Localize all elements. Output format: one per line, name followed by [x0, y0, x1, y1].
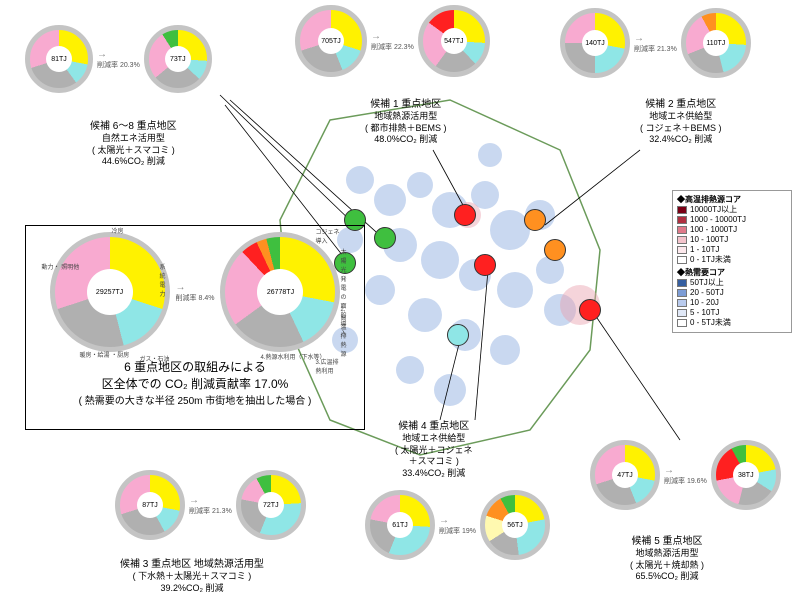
rate-label: 削減率 19% [439, 526, 476, 536]
rate-label: 削減率 19.6% [664, 476, 707, 486]
caption-g4: 候補 4 重点地区地域エネ供給型( 太陽光＋コジェネ＋スマコミ )33.4%CO… [395, 420, 473, 480]
legend-row: 0 - 5TJ未満 [677, 318, 787, 328]
legend-row: 10 - 20J [677, 298, 787, 308]
legend-row: 1 - 10TJ [677, 245, 787, 255]
overall-box: 29257TJ動力・ 照明他冷房系統電力暖房・給湯 ・厨房ガス・石油→削減率 8… [25, 225, 365, 430]
chart-pair-g68: 81TJ→削減率 20.3%73TJ [25, 25, 212, 93]
legend-row: 1000 - 10000TJ [677, 215, 787, 225]
marker [447, 324, 469, 346]
marker [454, 204, 476, 226]
caption-g1: 候補 1 重点地区地域熱源活用型( 都市排熱＋BEMS )48.0%CO₂ 削減 [365, 98, 447, 146]
chart-pair-g1: 705TJ→削減率 22.3%547TJ [295, 5, 490, 77]
marker [524, 209, 546, 231]
chart-pair-g5: 47TJ→削減率 19.6%38TJ [590, 440, 781, 510]
arrow-icon: → [664, 465, 707, 476]
marker [474, 254, 496, 276]
legend-row: 5 - 10TJ [677, 308, 787, 318]
arrow-icon: → [176, 282, 215, 293]
legend-row: 50TJ以上 [677, 278, 787, 288]
rate-label: 削減率 21.3% [189, 506, 232, 516]
legend-row: 0 - 1TJ未満 [677, 255, 787, 265]
marker [544, 239, 566, 261]
caption-g2: 候補 2 重点地区地域エネ供給型( コジェネ＋BEMS )32.4%CO₂ 削減 [640, 98, 722, 146]
caption-g68: 候補 6～8 重点地区自然エネ活用型( 太陽光＋スマコミ )44.6%CO₂ 削… [90, 120, 177, 168]
arrow-icon: → [97, 49, 140, 60]
legend: ◆高温排熱源コア 10000TJ以上1000 - 10000TJ100 - 10… [672, 190, 792, 333]
chart-pair-g3: 87TJ→削減率 21.3%72TJ [115, 470, 306, 540]
legend-row: 10 - 100TJ [677, 235, 787, 245]
arrow-icon: → [634, 33, 677, 44]
chart-pair-g4: 61TJ→削減率 19%56TJ [365, 490, 550, 560]
legend-row: 10000TJ以上 [677, 205, 787, 215]
rate-label: 削減率 8.4% [176, 293, 215, 303]
caption-g5: 候補 5 重点地区地域熱源活用型( 太陽光＋焼却熱 )65.5%CO₂ 削減 [630, 535, 704, 583]
chart-pair-g2: 140TJ→削減率 21.3%110TJ [560, 8, 751, 78]
caption-g3: 候補 3 重点地区 地域熱源活用型( 下水熱＋太陽光＋スマコミ )39.2%CO… [120, 558, 264, 594]
arrow-icon: → [439, 515, 476, 526]
legend-row: 20 - 50TJ [677, 288, 787, 298]
rate-label: 削減率 20.3% [97, 60, 140, 70]
arrow-icon: → [189, 495, 232, 506]
rate-label: 削減率 22.3% [371, 42, 414, 52]
arrow-icon: → [371, 31, 414, 42]
legend-demand-title: ◆熱需要コア [677, 268, 787, 278]
legend-heat-title: ◆高温排熱源コア [677, 195, 787, 205]
bigbox-caption: 6 重点地区の取組みによる区全体での CO₂ 削減貢献率 17.0%( 熱需要の… [32, 358, 358, 407]
rate-label: 削減率 21.3% [634, 44, 677, 54]
marker [579, 299, 601, 321]
legend-row: 100 - 1000TJ [677, 225, 787, 235]
marker [374, 227, 396, 249]
